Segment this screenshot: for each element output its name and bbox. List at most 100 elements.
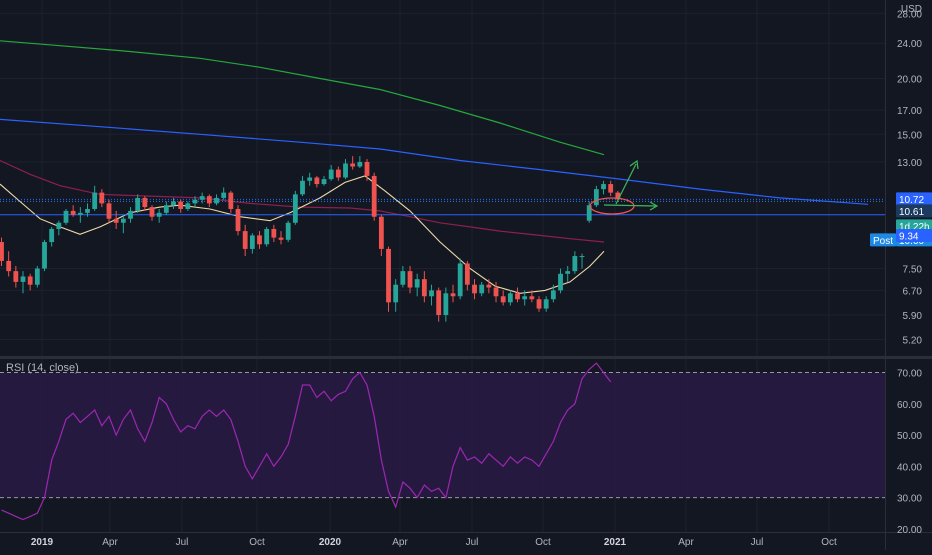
post-label-tag: Post [873, 236, 893, 247]
time-tick-label: Jul [466, 537, 479, 548]
rsi-tick-label: 20.00 [897, 525, 922, 536]
candle-body [500, 296, 506, 303]
candle-body [601, 184, 606, 190]
rsi-tick-label: 60.00 [897, 400, 922, 411]
candle-body [457, 263, 463, 297]
candle-body [421, 279, 427, 297]
bid-price-tag-bg [896, 204, 932, 218]
candle-body [565, 271, 571, 274]
candle-body [350, 163, 356, 167]
candle-body [228, 192, 234, 209]
ma-value-tag: 9.34 [899, 232, 919, 243]
candle-body [550, 290, 556, 300]
candle-body [335, 169, 341, 178]
candle-body [543, 299, 549, 309]
ma-green-line [0, 40, 605, 156]
annotation-arrowhead-up [629, 159, 639, 170]
ma-value-tag-bg [896, 229, 932, 243]
candle-body [106, 203, 112, 219]
time-tick-label: 2020 [319, 537, 342, 548]
candle-body [192, 199, 198, 204]
price-tick-label: 13.00 [897, 158, 922, 169]
candle-body [257, 235, 262, 245]
price-tick-label: 24.00 [897, 39, 922, 50]
candle-body [307, 177, 313, 181]
candle-body [214, 197, 219, 204]
rsi-label: RSI (14, close) [6, 362, 79, 374]
price-tick-label: 5.90 [903, 311, 923, 322]
candle-body [142, 197, 148, 208]
candle-body [479, 284, 485, 294]
last-price-tag: 10.72 [899, 195, 924, 206]
rsi-tick-label: 50.00 [897, 431, 922, 442]
candle-body [27, 276, 33, 285]
candle-body [13, 271, 19, 282]
price-tick-label: 7.50 [903, 265, 923, 276]
candle-body [586, 205, 592, 221]
candle-body [242, 231, 248, 249]
time-tick-label: 2019 [31, 537, 54, 548]
time-tick-label: Apr [392, 537, 408, 548]
candle-body [414, 279, 420, 288]
candle-body [185, 203, 191, 209]
candle-body [371, 175, 377, 217]
candle-body [42, 242, 47, 269]
time-tick-label: Oct [535, 537, 551, 548]
candle-body [343, 163, 348, 178]
annotation-arrow-right [603, 204, 657, 207]
candle-body [357, 161, 363, 167]
candle-body [149, 207, 155, 217]
rsi-line [1, 362, 612, 521]
candle-body [206, 196, 212, 204]
candle-body [529, 296, 535, 300]
candle-body [285, 222, 291, 240]
price-tick-label: 17.00 [897, 106, 922, 117]
candle-body [56, 222, 62, 229]
candle-body [328, 169, 334, 180]
candle-body [49, 228, 55, 243]
rsi-tick-label: 30.00 [897, 494, 922, 505]
candle-body [378, 216, 384, 249]
candle-body [85, 208, 90, 213]
rsi-band [0, 372, 885, 498]
post-label-tag-bg [870, 233, 896, 247]
candle-body [156, 212, 162, 217]
candle-body [135, 197, 141, 211]
time-tick-label: Jul [176, 537, 189, 548]
annotation-arrowhead-right [649, 201, 659, 211]
candle-body [472, 284, 477, 294]
price-tick-label: 20.00 [897, 75, 922, 86]
candle-body [443, 293, 449, 316]
price-tick-label: 15.00 [897, 130, 922, 141]
candle-body [99, 192, 105, 204]
candle-body [464, 263, 470, 285]
rsi-tick-label: 70.00 [897, 369, 922, 380]
candle-body [579, 256, 585, 258]
candle-body [63, 210, 69, 223]
candle-body [522, 296, 528, 300]
candle-body [70, 210, 76, 215]
countdown-tag: 1d 22h [899, 222, 930, 233]
candle-body [436, 290, 442, 316]
candle-body [407, 271, 413, 288]
candle-body [400, 271, 406, 285]
candle-body [593, 189, 599, 206]
candle-body [292, 194, 298, 223]
last-price-tag-bg [896, 192, 932, 206]
annotations [589, 159, 659, 215]
candle-body [249, 235, 255, 249]
candle-body [77, 212, 83, 215]
candle-body [264, 228, 270, 245]
bid-price-tag: 10.61 [899, 207, 924, 218]
candle-body [34, 268, 40, 285]
moving-averages [0, 40, 869, 294]
currency-label: USD [901, 4, 922, 15]
candle-body [493, 287, 499, 297]
candle-body [178, 201, 184, 209]
candle-body [120, 218, 126, 223]
candle-body [300, 180, 305, 195]
candles [0, 156, 621, 322]
